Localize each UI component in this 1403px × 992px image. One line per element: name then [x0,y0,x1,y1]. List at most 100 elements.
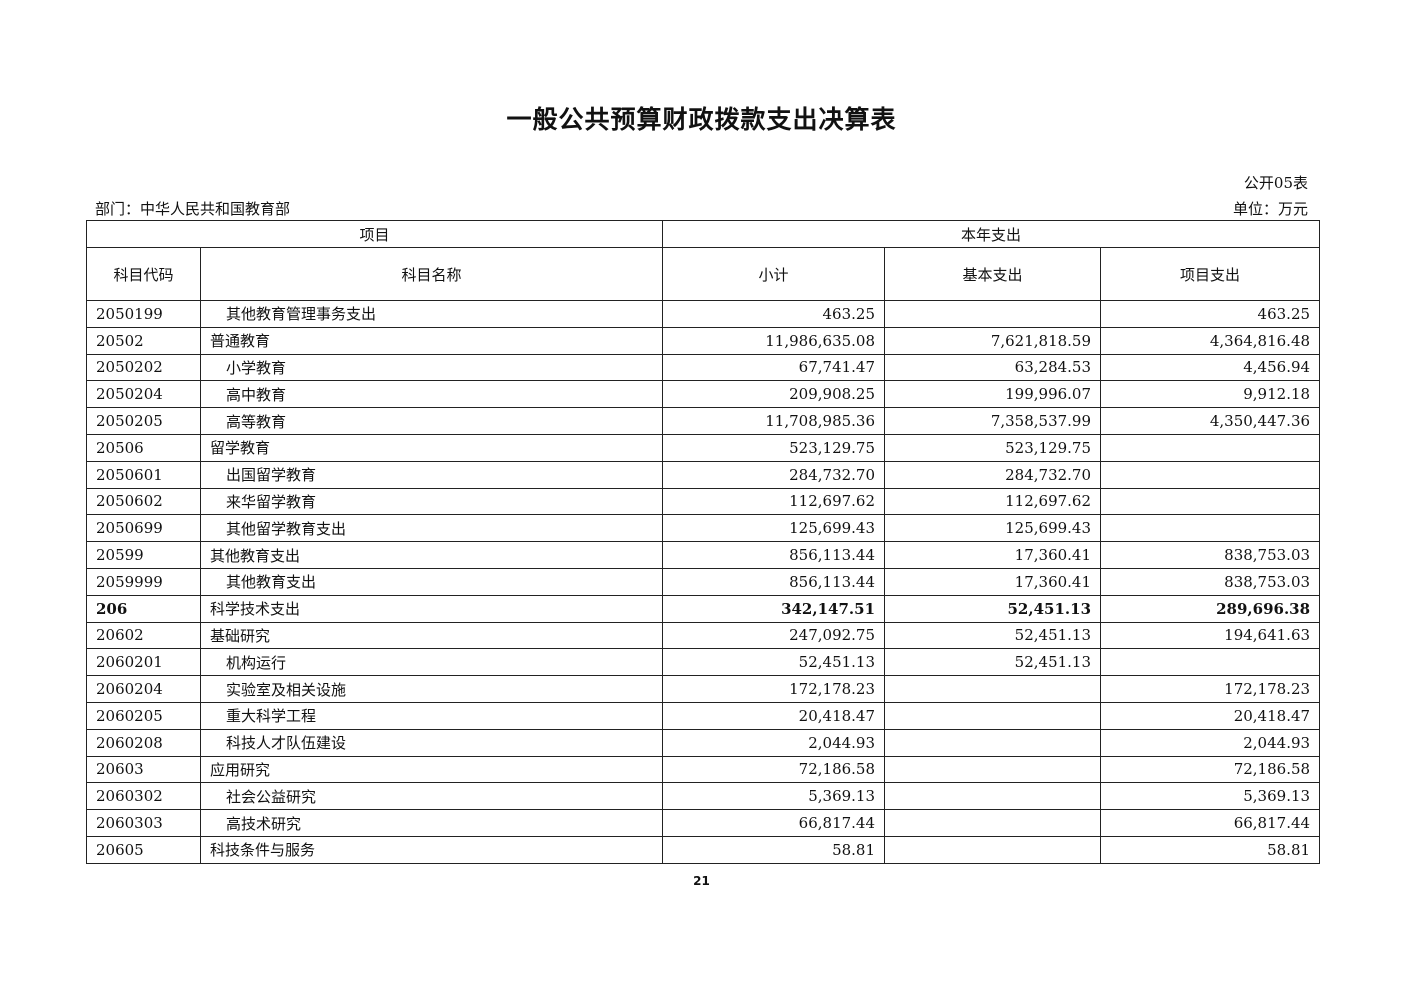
table-row: 20502 普通教育 11,986,635.08 7,621,818.59 4,364,… [86,326,1321,355]
cell-project: 172,178.23 [1100,675,1321,703]
table-row: 2050602 来华留学教育 112,697.62 112,697.62 [86,487,1321,516]
table-row: 2059999 其他教育支出 856,113.44 17,360.41 838,753.… [86,567,1321,596]
cell-code: 206 [86,594,201,623]
cell-basic: 52,451.13 [884,621,1102,650]
cell-basic [884,782,1102,811]
cell-project: 289,696.38 [1100,594,1321,623]
cell-subtotal: 112,697.62 [662,487,886,516]
cell-subtotal: 342,147.51 [662,594,886,623]
cell-subtotal: 523,129.75 [662,433,886,462]
cell-code: 2050205 [86,407,201,435]
table-row: 2050205 高等教育 11,708,985.36 7,358,537.99 4,35… [86,407,1321,435]
header-item: 项目 [85,220,664,248]
cell-name: 其他教育支出 [199,541,664,569]
table-row: 20602 基础研究 247,092.75 52,451.13 194,641.63 [86,621,1321,650]
cell-subtotal: 247,092.75 [662,621,886,650]
table-row: 20506 留学教育 523,129.75 523,129.75 [86,433,1321,462]
cell-code: 2050602 [86,487,201,516]
table-row: 2050199 其他教育管理事务支出 463.25 463.25 [86,300,1321,328]
cell-basic [884,701,1102,730]
cell-project [1100,433,1321,462]
cell-name: 科技人才队伍建设 [199,728,664,757]
cell-basic: 52,451.13 [884,648,1102,677]
cell-basic: 17,360.41 [884,567,1102,596]
cell-project [1100,514,1321,543]
form-number: 公开05表 [1243,174,1308,192]
cell-name: 科技条件与服务 [199,835,664,864]
cell-basic: 284,732.70 [884,460,1102,489]
cell-name: 其他教育管理事务支出 [199,300,664,328]
header-name: 科目名称 [199,247,664,301]
cell-project: 838,753.03 [1100,541,1321,569]
cell-project: 5,369.13 [1100,782,1321,811]
table-row: 2060204 实验室及相关设施 172,178.23 172,178.23 [86,675,1321,703]
cell-code: 20502 [86,326,201,355]
cell-code: 20599 [86,541,201,569]
cell-basic [884,675,1102,703]
cell-basic: 112,697.62 [884,487,1102,516]
cell-subtotal: 5,369.13 [662,782,886,811]
cell-name: 社会公益研究 [199,782,664,811]
cell-project: 4,364,816.48 [1100,326,1321,355]
table-row: 2050601 出国留学教育 284,732.70 284,732.70 [86,460,1321,489]
cell-name: 其他教育支出 [199,567,664,596]
cell-name: 出国留学教育 [199,460,664,489]
table-row: 2050204 高中教育 209,908.25 199,996.07 9,912.18 [86,380,1321,409]
cell-basic: 125,699.43 [884,514,1102,543]
cell-subtotal: 172,178.23 [662,675,886,703]
cell-basic: 63,284.53 [884,353,1102,382]
cell-project: 194,641.63 [1100,621,1321,650]
cell-code: 2050204 [86,380,201,409]
header-subtotal: 小计 [662,247,886,301]
table-row: 2060205 重大科学工程 20,418.47 20,418.47 [86,701,1321,730]
cell-basic [884,728,1102,757]
page-number: 21 [693,874,710,888]
table-row: 206 科学技术支出 342,147.51 52,451.13 289,696.38 [86,594,1321,623]
cell-subtotal: 463.25 [662,300,886,328]
cell-basic [884,755,1102,784]
page-title: 一般公共预算财政拨款支出决算表 [506,105,897,134]
cell-name: 实验室及相关设施 [199,675,664,703]
header-code: 科目代码 [86,247,201,301]
cell-project: 463.25 [1100,300,1321,328]
cell-name: 高等教育 [199,407,664,435]
cell-subtotal: 52,451.13 [662,648,886,677]
cell-subtotal: 67,741.47 [662,353,886,382]
cell-project: 4,350,447.36 [1100,407,1321,435]
cell-name: 高中教育 [199,380,664,409]
cell-basic: 7,358,537.99 [884,407,1102,435]
cell-project: 72,186.58 [1100,755,1321,784]
cell-basic [884,300,1102,328]
cell-code: 2060302 [86,782,201,811]
cell-code: 2050699 [86,514,201,543]
cell-subtotal: 2,044.93 [662,728,886,757]
header-basic: 基本支出 [884,247,1102,301]
cell-basic: 52,451.13 [884,594,1102,623]
cell-basic: 199,996.07 [884,380,1102,409]
cell-project [1100,648,1321,677]
table-row: 2060201 机构运行 52,451.13 52,451.13 [86,648,1321,677]
cell-name: 其他留学教育支出 [199,514,664,543]
cell-name: 重大科学工程 [199,701,664,730]
cell-code: 20602 [86,621,201,650]
cell-name: 基础研究 [199,621,664,650]
cell-name: 应用研究 [199,755,664,784]
table-row: 20599 其他教育支出 856,113.44 17,360.41 838,753.03 [86,541,1321,569]
table-row: 2050699 其他留学教育支出 125,699.43 125,699.43 [86,514,1321,543]
cell-code: 2050202 [86,353,201,382]
cell-name: 科学技术支出 [199,594,664,623]
cell-name: 留学教育 [199,433,664,462]
header-project: 项目支出 [1100,247,1321,301]
cell-name: 高技术研究 [199,809,664,837]
cell-subtotal: 72,186.58 [662,755,886,784]
cell-code: 20506 [86,433,201,462]
cell-subtotal: 284,732.70 [662,460,886,489]
table-row: 20605 科技条件与服务 58.81 58.81 [86,835,1321,864]
cell-basic: 7,621,818.59 [884,326,1102,355]
table-row: 20603 应用研究 72,186.58 72,186.58 [86,755,1321,784]
cell-code: 2050601 [86,460,201,489]
department-label: 部门：中华人民共和国教育部 [95,200,291,218]
cell-code: 20605 [86,835,201,864]
table-row: 2060208 科技人才队伍建设 2,044.93 2,044.93 [86,728,1321,757]
cell-subtotal: 58.81 [662,835,886,864]
